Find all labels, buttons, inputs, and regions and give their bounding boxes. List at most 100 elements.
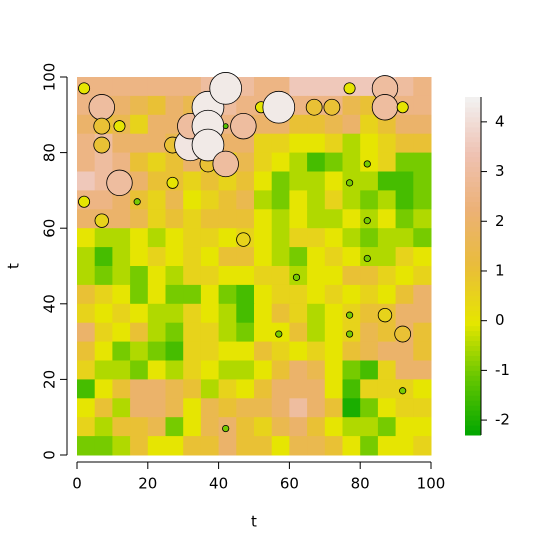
colorbar-step <box>465 221 481 227</box>
cell <box>413 77 432 97</box>
cell <box>165 247 184 267</box>
cell <box>130 247 149 267</box>
colorbar-step <box>465 380 481 386</box>
colorbar-step <box>465 325 481 332</box>
cell <box>77 436 96 456</box>
colorbar-step <box>465 226 481 232</box>
cell <box>324 322 343 343</box>
cell <box>413 152 432 172</box>
cell <box>413 171 432 191</box>
cell <box>289 360 308 380</box>
cell <box>112 95 131 116</box>
cell <box>130 284 149 305</box>
colorbar-step <box>465 126 481 133</box>
point <box>399 387 407 395</box>
cell <box>218 247 237 267</box>
cell <box>94 398 113 418</box>
cell <box>165 341 184 361</box>
cell <box>183 266 202 286</box>
cell <box>236 341 255 361</box>
cell <box>377 133 397 154</box>
cell <box>77 303 96 324</box>
cell <box>165 284 184 305</box>
cell <box>307 284 326 305</box>
x-tick-label: 40 <box>209 475 228 493</box>
cell <box>271 152 290 172</box>
cell <box>289 398 308 418</box>
cell <box>324 284 343 305</box>
cell <box>183 379 202 399</box>
cell <box>236 209 255 229</box>
cell <box>395 398 414 418</box>
cell <box>377 417 397 437</box>
point <box>93 117 111 135</box>
cell <box>236 95 255 116</box>
colorbar-step <box>465 430 481 436</box>
cell <box>218 228 237 248</box>
cell <box>77 171 96 191</box>
cell <box>324 171 343 191</box>
colorbar-step <box>465 246 481 252</box>
cell <box>165 360 184 380</box>
colorbar-step <box>465 315 481 322</box>
cell <box>254 322 273 343</box>
cell <box>130 228 149 248</box>
cell <box>254 133 273 154</box>
cell <box>254 190 273 210</box>
cell <box>77 360 96 380</box>
point <box>323 98 341 116</box>
cell <box>130 322 149 343</box>
cell <box>254 303 273 324</box>
cell <box>342 228 361 248</box>
colorbar-step <box>465 181 481 187</box>
cell <box>183 77 202 97</box>
colorbar-step <box>465 111 481 118</box>
cell <box>289 228 308 248</box>
cell <box>254 379 273 399</box>
cell <box>307 379 326 399</box>
cell <box>112 152 131 172</box>
cell <box>342 266 361 286</box>
cell <box>289 247 308 267</box>
cell <box>218 379 237 399</box>
x-tick-label: 60 <box>280 475 299 493</box>
colorbar-step <box>465 196 481 202</box>
cell <box>200 284 220 305</box>
colorbar-step <box>465 415 481 421</box>
cell <box>183 360 202 380</box>
colorbar-step <box>465 186 481 192</box>
cell <box>200 247 220 267</box>
cell <box>130 379 149 399</box>
cell <box>413 341 432 361</box>
cell <box>307 190 326 210</box>
cell <box>377 209 397 229</box>
cell <box>342 398 361 418</box>
cell <box>289 284 308 305</box>
cell <box>130 77 149 97</box>
cell <box>395 190 414 210</box>
cell <box>324 152 343 172</box>
cell <box>377 379 397 399</box>
cell <box>200 341 220 361</box>
cell <box>77 152 96 172</box>
colorbar-step <box>465 216 481 222</box>
cell <box>165 77 184 97</box>
cell <box>271 360 290 380</box>
cell <box>77 209 96 229</box>
cell <box>395 284 414 305</box>
cell <box>413 266 432 286</box>
cell <box>77 247 96 267</box>
colorbar-step <box>465 385 481 391</box>
cell <box>377 266 397 286</box>
colorbar-step <box>465 395 481 401</box>
cell <box>360 284 379 305</box>
colorbar-tick-label: -1 <box>495 361 510 379</box>
cell <box>147 95 166 116</box>
colorbar-step <box>465 300 481 307</box>
point <box>305 98 323 116</box>
cell <box>271 303 290 324</box>
cell <box>377 341 397 361</box>
cell <box>94 228 113 248</box>
cell <box>360 114 379 135</box>
